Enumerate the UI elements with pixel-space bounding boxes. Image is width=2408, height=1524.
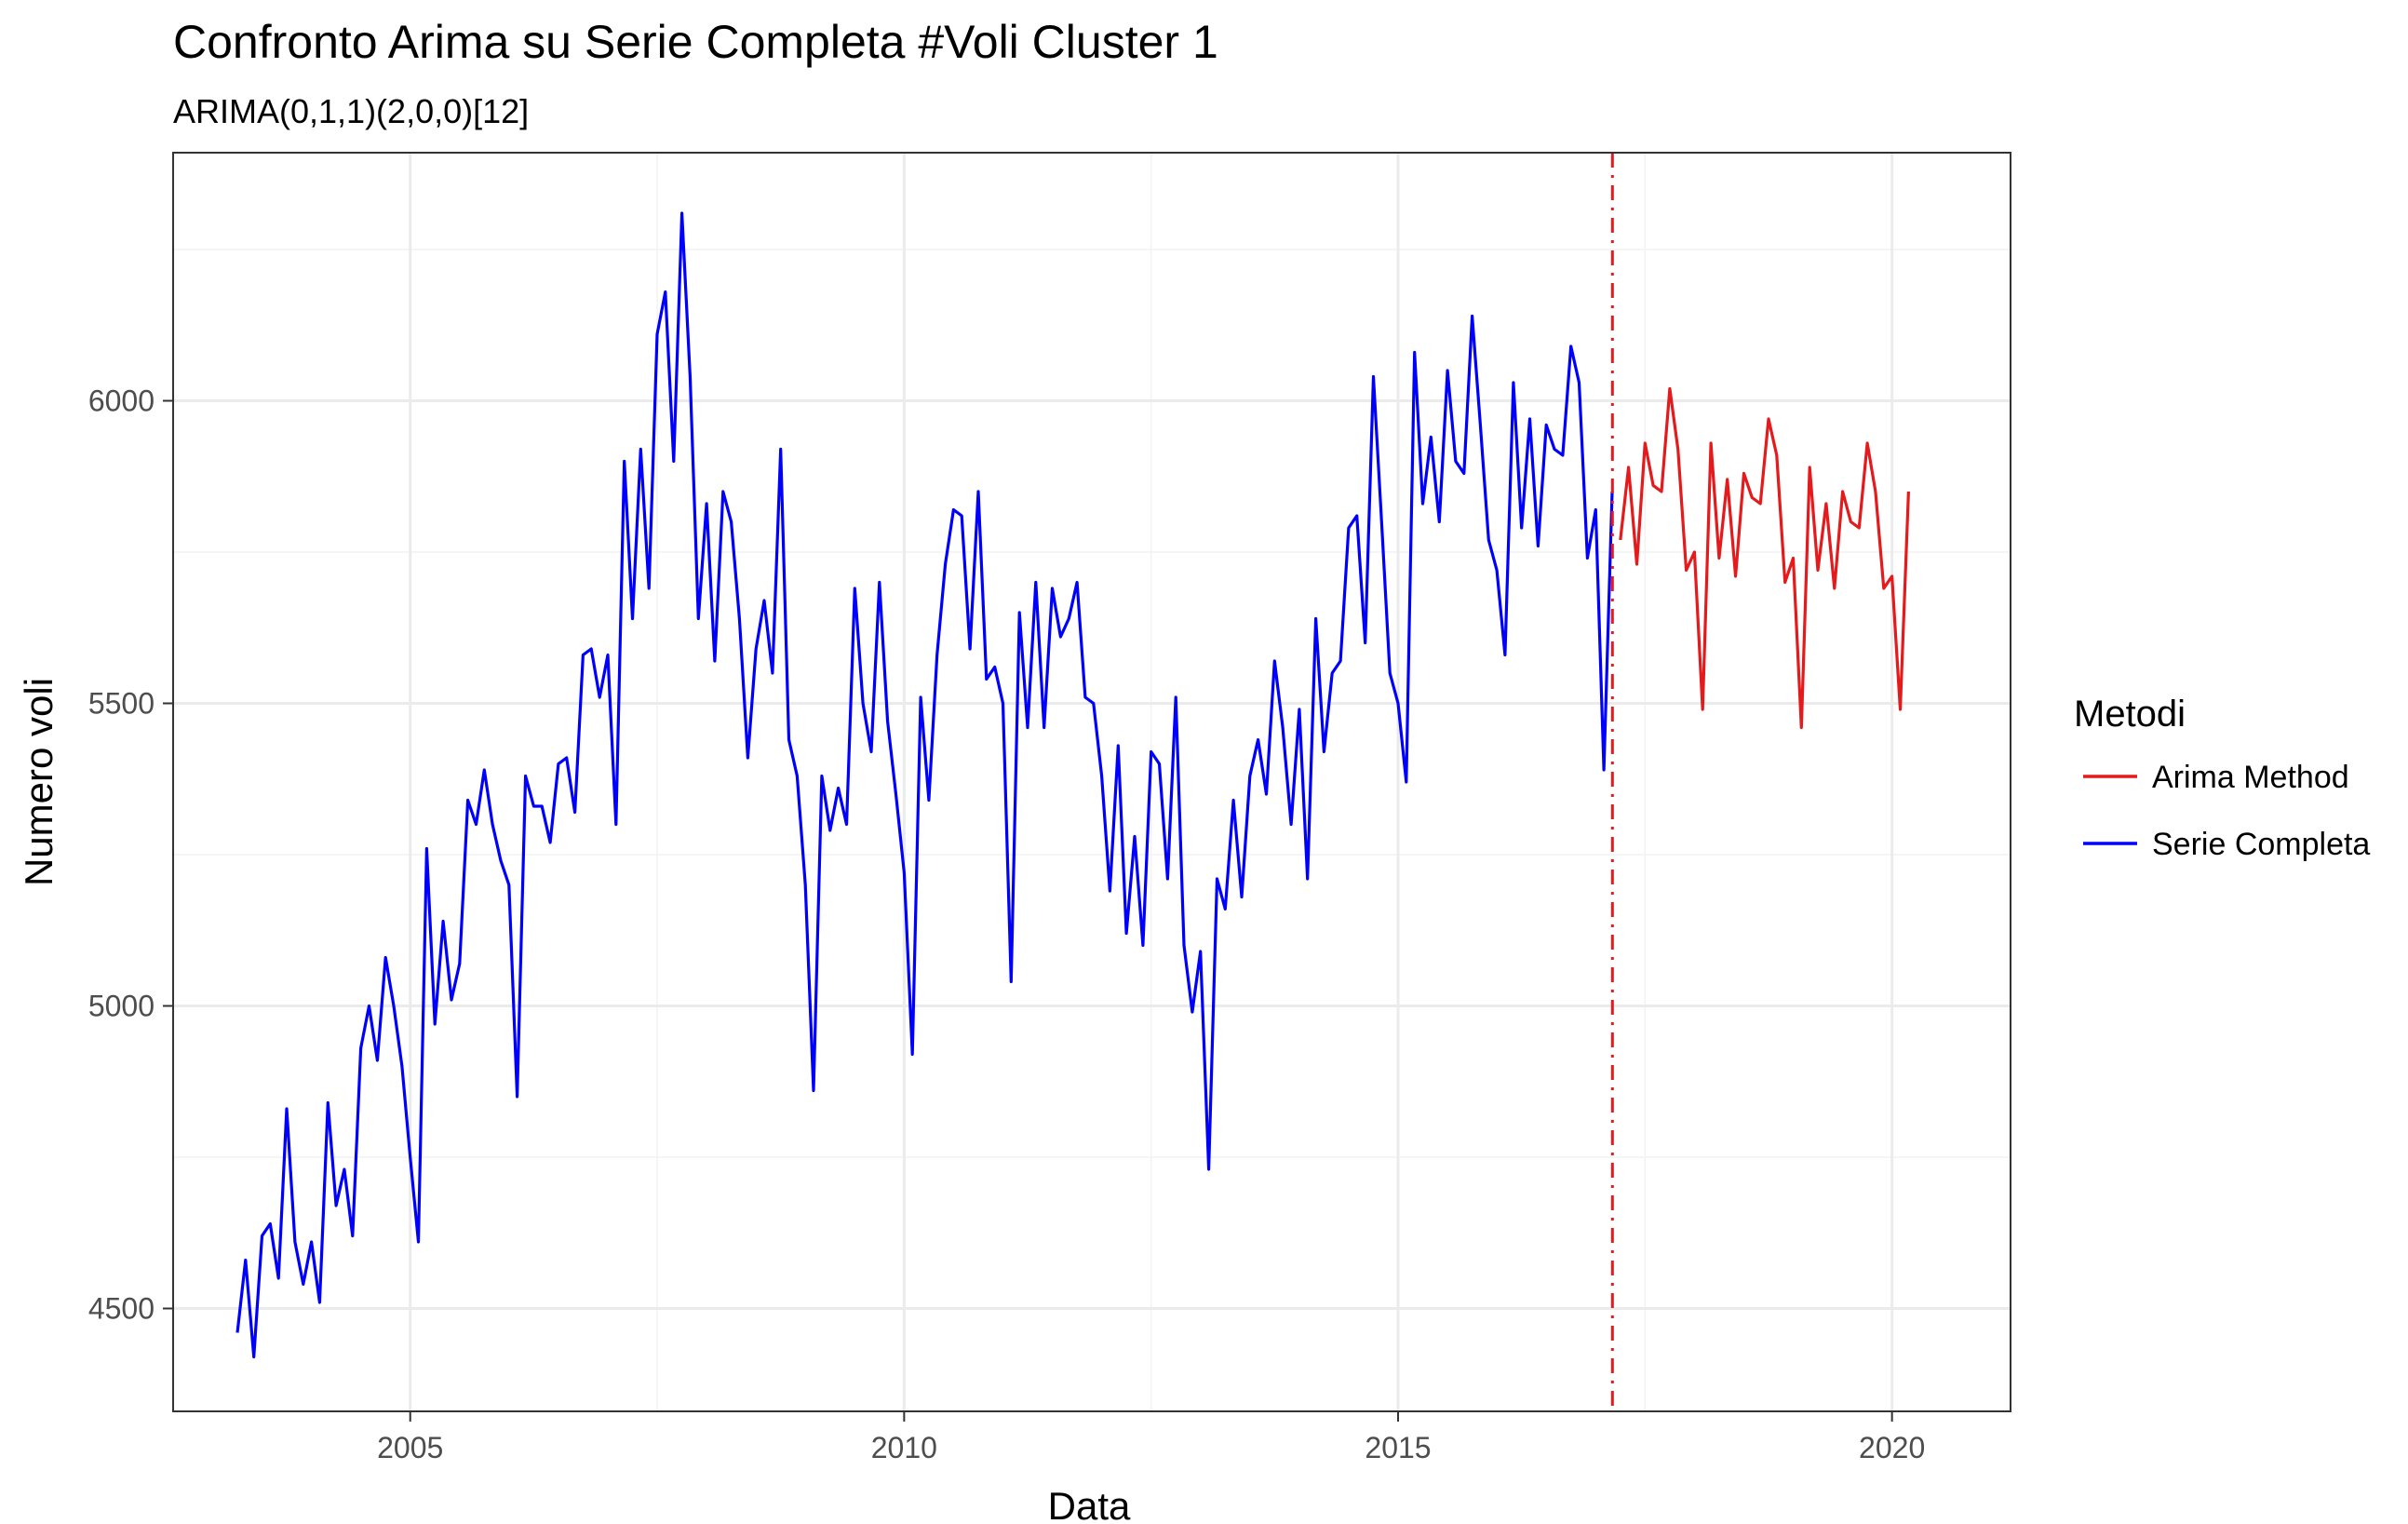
axis-ticks: 2005 2010 2015 2020 4500 5000 5500 6000 <box>88 384 1925 1465</box>
legend-label-arima-method: Arima Method <box>2152 760 2349 795</box>
x-tick-label: 2015 <box>1365 1431 1431 1464</box>
plot-panel <box>173 153 2011 1411</box>
chart-marks <box>235 153 1910 1411</box>
chart-title: Confronto Arima su Serie Completa #Voli … <box>173 16 1218 68</box>
x-tick-label: 2010 <box>871 1431 937 1464</box>
x-axis-title: Data <box>1048 1484 1131 1524</box>
y-tick-label: 5500 <box>88 687 155 721</box>
y-tick-label: 6000 <box>88 384 155 418</box>
legend-title: Metodi <box>2074 694 2186 735</box>
series-line-serie-completa <box>235 211 1614 1359</box>
y-axis-title: Numero voli <box>17 678 61 886</box>
x-tick-label: 2005 <box>377 1431 443 1464</box>
y-tick-label: 5000 <box>88 990 155 1023</box>
legend: Metodi Arima Method Serie Completa <box>2074 694 2370 862</box>
y-tick-label: 4500 <box>88 1292 155 1326</box>
series-line-arima-method <box>1619 386 1910 730</box>
x-tick-label: 2020 <box>1859 1431 1925 1464</box>
chart-subtitle: ARIMA(0,1,1)(2,0,0)[12] <box>173 92 529 130</box>
plot-border <box>172 152 2011 1412</box>
legend-label-serie-completa: Serie Completa <box>2152 827 2370 862</box>
